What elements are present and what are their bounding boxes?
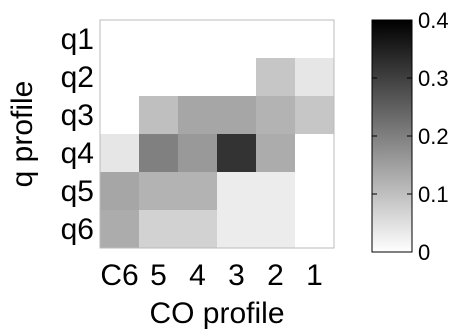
- heatmap-cell-q4-2: [256, 134, 296, 173]
- heatmap-cell-q6-3: [217, 210, 257, 249]
- colorbar-tick-label: 0.1: [418, 182, 449, 207]
- y-tick-label: q4: [61, 137, 94, 170]
- heatmap-cell-q3-2: [256, 96, 296, 135]
- colorbar-tick-label: 0.2: [418, 124, 449, 149]
- y-tick-label: q3: [61, 99, 94, 132]
- colorbar-tick-label: 0.4: [418, 8, 449, 33]
- colorbar-ticks: 0 0.1 0.2 0.3 0.4: [372, 8, 449, 265]
- heatmap-cell-q3-1: [295, 96, 335, 135]
- heatmap-cell-q5-4: [178, 172, 218, 211]
- heatmap-cell-q6-1: [295, 210, 335, 249]
- heatmap-cell-q4-1: [295, 134, 335, 173]
- colorbar: [371, 19, 413, 253]
- heatmap-cell-q3-C6: [100, 96, 140, 135]
- heatmap-cell-q1-4: [178, 20, 218, 59]
- heatmap-cell-q3-4: [178, 96, 218, 135]
- x-tick-label: 5: [150, 259, 167, 292]
- plot-frame: [99, 19, 335, 249]
- heatmap-cell-q2-3: [217, 58, 257, 97]
- heatmap-cell-q1-1: [295, 20, 335, 59]
- x-axis-label: CO profile: [149, 297, 284, 330]
- heatmap-cell-q2-5: [139, 58, 179, 97]
- heatmap-cell-q5-1: [295, 172, 335, 211]
- heatmap-cell-q3-3: [217, 96, 257, 135]
- x-tick-label: C6: [100, 259, 138, 292]
- heatmap-cell-q2-1: [295, 58, 335, 97]
- y-tick-label: q2: [61, 61, 94, 94]
- heatmap-cell-q5-2: [256, 172, 296, 211]
- colorbar-tick-label: 0: [418, 240, 430, 265]
- heatmap-cell-q5-C6: [100, 172, 140, 211]
- heatmap-cell-q4-5: [139, 134, 179, 173]
- x-tick-labels: C6 5 4 3 2 1: [100, 259, 323, 292]
- x-tick-label: 3: [228, 259, 245, 292]
- x-tick-label: 2: [267, 259, 284, 292]
- x-tick-label: 4: [189, 259, 206, 292]
- heatmap-cell-q4-4: [178, 134, 218, 173]
- heatmap-cell-q1-3: [217, 20, 257, 59]
- y-tick-label: q6: [61, 213, 94, 246]
- heatmap-cell-q6-C6: [100, 210, 140, 249]
- heatmap-cell-q2-4: [178, 58, 218, 97]
- heatmap-cell-q3-5: [139, 96, 179, 135]
- y-tick-label: q1: [61, 23, 94, 56]
- heatmap-cell-q1-5: [139, 20, 179, 59]
- heatmap-cell-q6-5: [139, 210, 179, 249]
- heatmap-cell-q4-3: [217, 134, 257, 173]
- y-tick-labels: q1 q2 q3 q4 q5 q6: [61, 23, 94, 246]
- heatmap-cell-q5-5: [139, 172, 179, 211]
- heatmap-cell-q6-2: [256, 210, 296, 249]
- heatmap-cell-q1-C6: [100, 20, 140, 59]
- y-axis-label: q profile: [6, 81, 39, 188]
- heatmap-cell-q6-4: [178, 210, 218, 249]
- heatmap-cell-q2-C6: [100, 58, 140, 97]
- heatmap-cell-q1-2: [256, 20, 296, 59]
- heatmap-cell-q2-2: [256, 58, 296, 97]
- heatmap-cell-q4-C6: [100, 134, 140, 173]
- colorbar-tick-label: 0.3: [418, 66, 449, 91]
- heatmap-cells: [100, 20, 335, 249]
- x-tick-label: 1: [306, 259, 323, 292]
- y-tick-label: q5: [61, 175, 94, 208]
- heatmap-cell-q5-3: [217, 172, 257, 211]
